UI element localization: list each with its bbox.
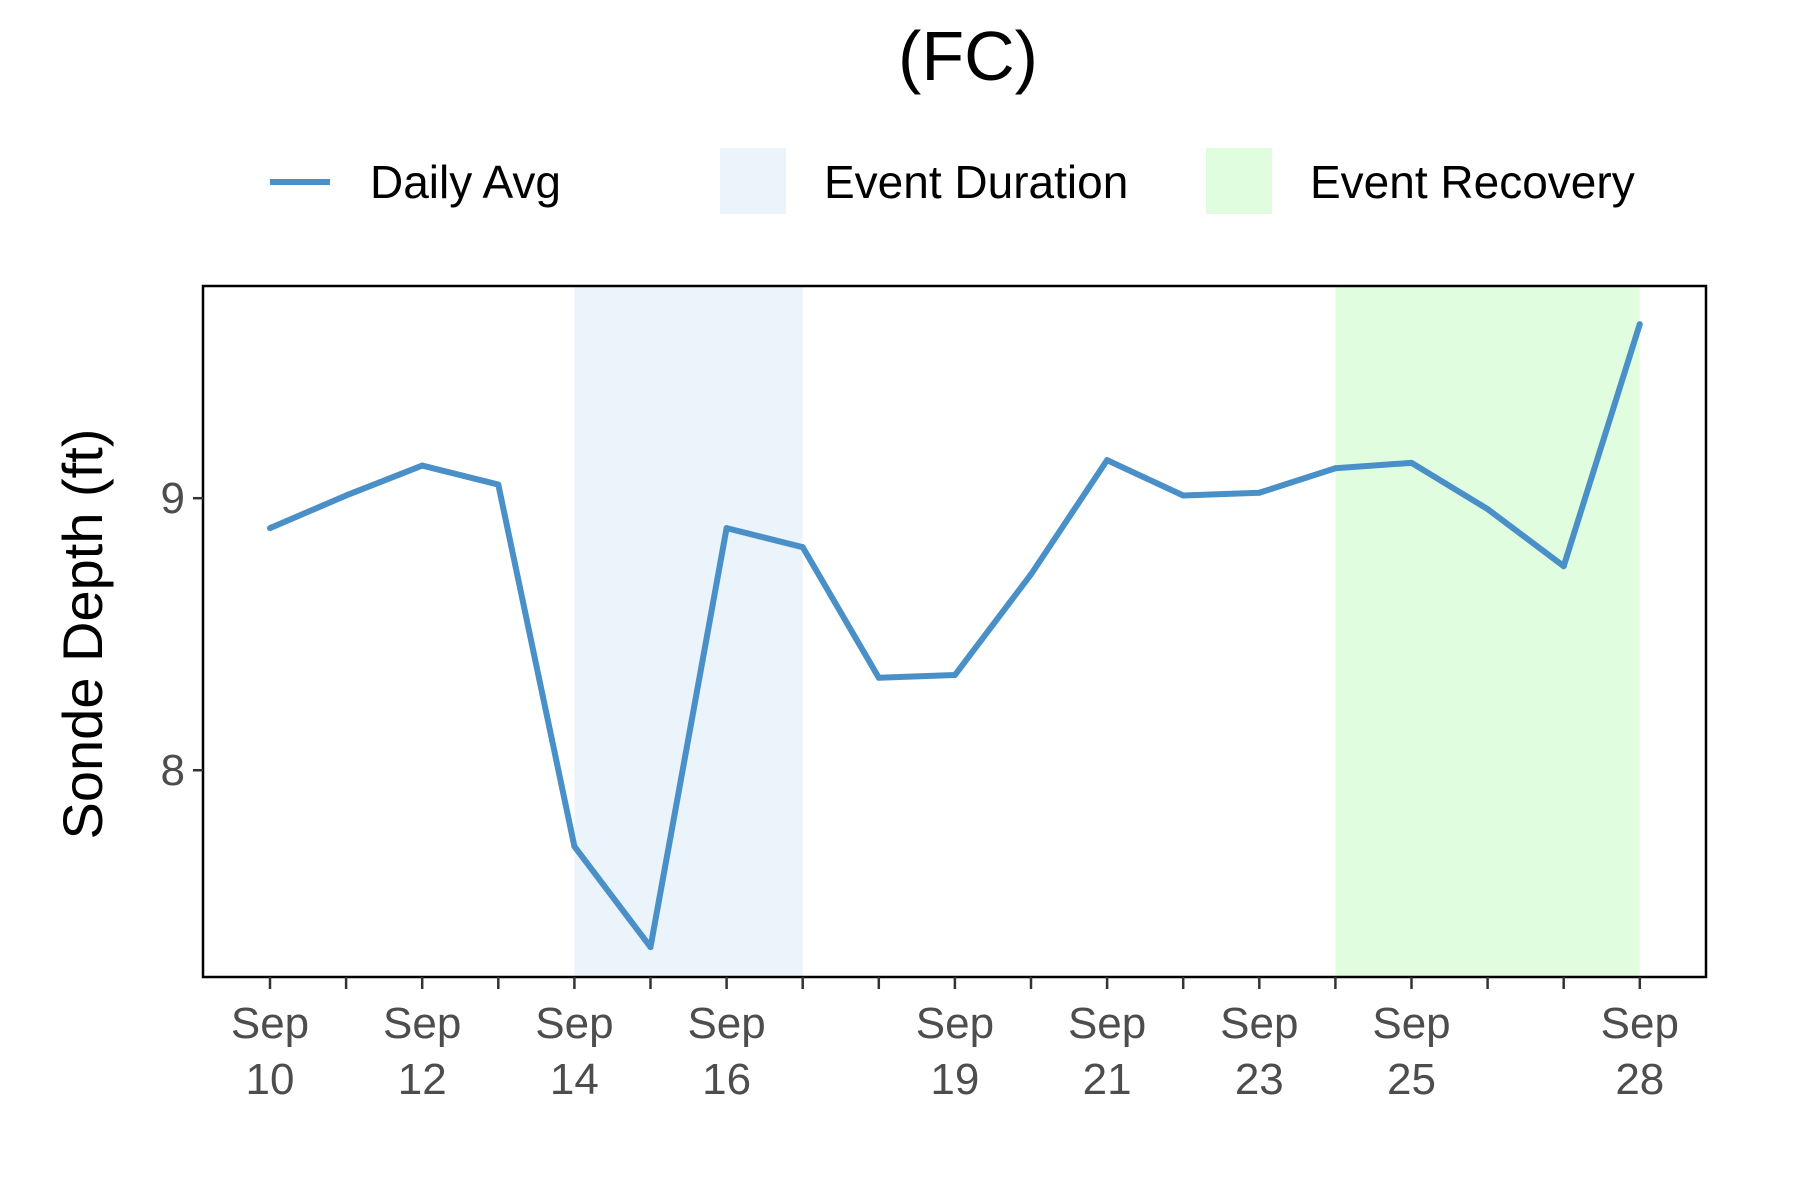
data-point-12 xyxy=(419,462,426,469)
data-point-28 xyxy=(1636,321,1643,328)
data-point-20 xyxy=(1028,571,1034,578)
x-tick-label-19: Sep 19 xyxy=(916,999,994,1104)
data-point-17 xyxy=(799,544,806,551)
legend-label-daily-avg: Daily Avg xyxy=(370,156,561,208)
y-tick-label-8: 8 xyxy=(161,746,185,795)
x-tick-label-28: Sep 28 xyxy=(1601,999,1679,1104)
legend-key-event-duration xyxy=(720,148,786,214)
x-tick-label-23: Sep 23 xyxy=(1220,999,1298,1104)
data-point-11 xyxy=(343,492,350,499)
x-tick-label-25: Sep 25 xyxy=(1372,999,1450,1104)
data-point-16 xyxy=(723,525,730,532)
x-tick-label-14: Sep 14 xyxy=(535,999,613,1104)
data-point-13 xyxy=(495,481,502,488)
data-point-24 xyxy=(1332,465,1339,472)
plot-area: 8 9 Sep 10 Sep 12 Sep 14 Sep 16 Sep 19 Sep 21 Sep 23 Sep… xyxy=(161,284,1708,1104)
data-point-23 xyxy=(1256,489,1263,496)
data-point-26 xyxy=(1484,506,1491,513)
x-tick-label-21: Sep 21 xyxy=(1068,999,1146,1104)
x-tick-label-10: Sep 10 xyxy=(231,999,309,1104)
data-point-14 xyxy=(571,843,578,850)
data-point-19 xyxy=(951,672,958,679)
data-point-22 xyxy=(1180,492,1187,499)
legend-label-event-recovery: Event Recovery xyxy=(1310,156,1635,208)
y-tick-label-9: 9 xyxy=(161,474,185,523)
x-tick-label-16: Sep 16 xyxy=(687,999,765,1104)
x-tick-label-12: Sep 12 xyxy=(383,999,461,1104)
data-point-25 xyxy=(1408,459,1415,466)
data-point-21 xyxy=(1104,457,1111,464)
data-point-18 xyxy=(875,674,882,681)
chart-title: (FC) xyxy=(898,17,1038,95)
y-axis-title: Sonde Depth (ft) xyxy=(51,429,114,840)
data-point-10 xyxy=(267,525,273,532)
data-point-15 xyxy=(647,944,654,951)
legend: Daily Avg Event Duration Event Recovery xyxy=(270,148,1635,214)
legend-label-event-duration: Event Duration xyxy=(824,156,1128,208)
shaded-region-event-recovery xyxy=(1335,286,1640,977)
shaded-region-event-duration xyxy=(574,286,803,977)
legend-key-event-recovery xyxy=(1206,148,1272,214)
data-point-27 xyxy=(1560,563,1567,570)
